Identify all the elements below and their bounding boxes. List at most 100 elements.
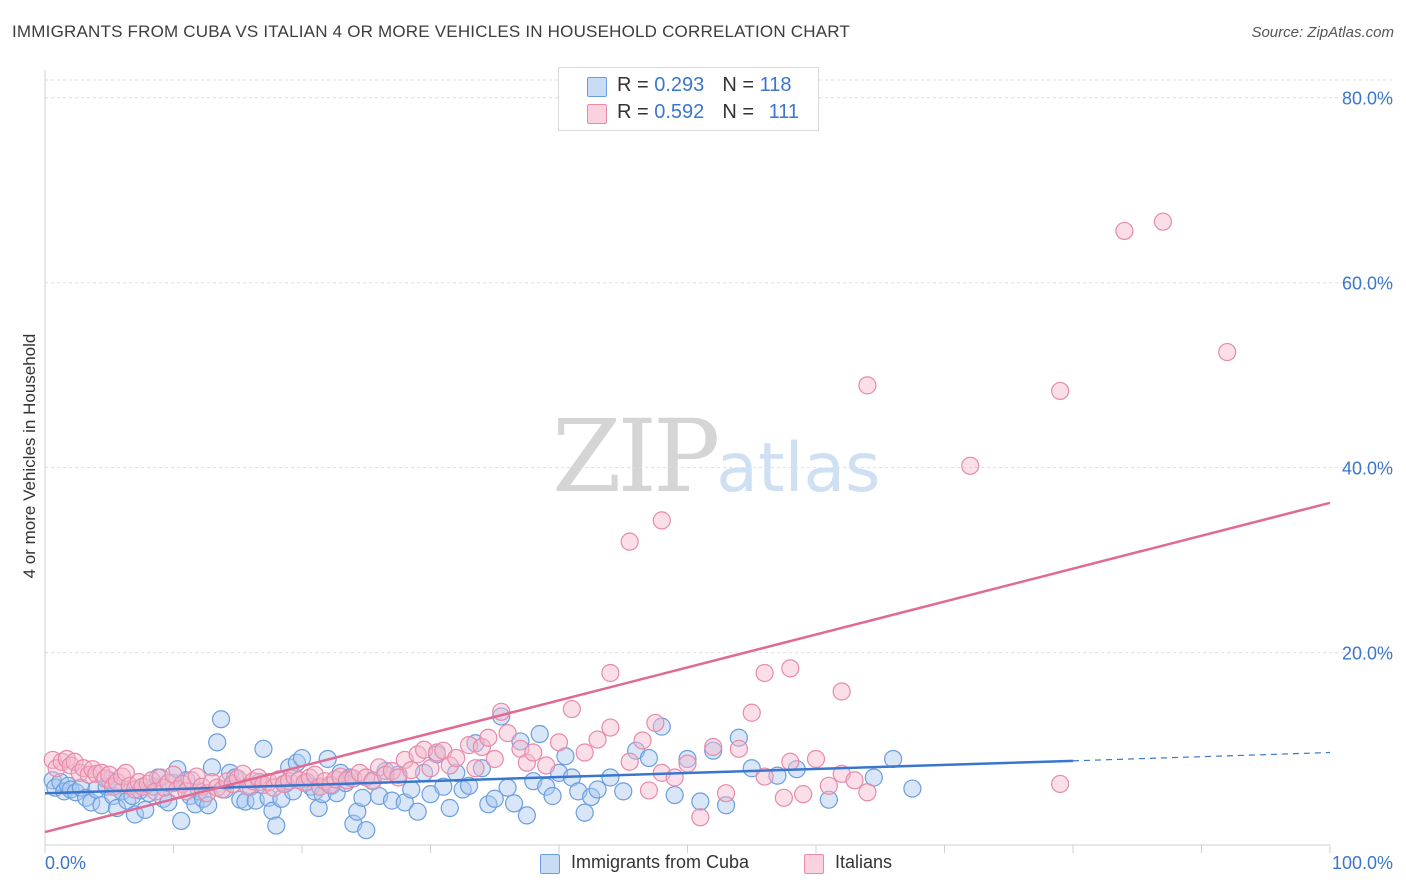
legend-r-label: R = bbox=[617, 101, 655, 123]
italians-point bbox=[742, 703, 761, 722]
cuba-point bbox=[819, 790, 838, 809]
cuba-point bbox=[211, 710, 231, 729]
legend-r-value-italians: 0.592 bbox=[654, 101, 705, 123]
cuba-point bbox=[665, 785, 684, 805]
source-credit: Source: ZipAtlas.com bbox=[1251, 24, 1394, 41]
trend-line-cuba-extrapolated bbox=[1072, 751, 1331, 762]
italians-point bbox=[639, 781, 659, 800]
cuba-point bbox=[172, 811, 191, 831]
cuba-point bbox=[263, 801, 282, 820]
italians-point bbox=[794, 785, 813, 804]
italians-point bbox=[819, 776, 838, 795]
italians-point bbox=[961, 456, 980, 475]
italians-point bbox=[633, 731, 652, 750]
italians-point bbox=[601, 718, 620, 737]
cuba-point bbox=[883, 749, 903, 769]
italians-point bbox=[479, 728, 498, 747]
cuba-point bbox=[254, 739, 273, 758]
x-tick-label: 100.0% bbox=[1332, 853, 1393, 873]
y-tick-label: 80.0% bbox=[1342, 89, 1393, 109]
italians-point bbox=[202, 773, 222, 792]
italians-point bbox=[498, 723, 517, 743]
italians-point bbox=[575, 743, 594, 762]
cuba-point bbox=[472, 759, 491, 778]
legend-n-label: N = bbox=[722, 101, 760, 123]
cuba-point bbox=[348, 802, 367, 821]
italians-point bbox=[716, 784, 736, 803]
italians-point bbox=[652, 511, 671, 530]
italians-point bbox=[678, 754, 697, 773]
axes bbox=[44, 70, 1331, 853]
legend-r-value-cuba: 0.293 bbox=[654, 74, 705, 96]
zipatlas-watermark: ZIPatlas bbox=[552, 398, 881, 515]
italians-point bbox=[704, 737, 723, 757]
cuba-point bbox=[691, 792, 710, 811]
legend-r-label: R = bbox=[617, 74, 655, 96]
bottom-legend-swatch-italians bbox=[804, 854, 824, 874]
italians-point bbox=[305, 765, 324, 784]
cuba-point bbox=[575, 803, 594, 822]
legend-swatch-cuba bbox=[587, 77, 607, 97]
italians-point bbox=[781, 659, 800, 678]
legend-n-value-italians: 111 bbox=[768, 101, 799, 123]
grid-lines bbox=[45, 79, 1393, 654]
legend-n-label: N = bbox=[722, 74, 760, 96]
cuba-point bbox=[402, 780, 421, 799]
cuba-point bbox=[588, 780, 607, 799]
italians-point bbox=[485, 749, 504, 769]
y-tick-label: 20.0% bbox=[1342, 644, 1393, 664]
italians-point bbox=[806, 749, 826, 769]
chart-title: IMMIGRANTS FROM CUBA VS ITALIAN 4 OR MOR… bbox=[12, 22, 850, 41]
cuba-point bbox=[208, 733, 227, 752]
italians-point bbox=[472, 737, 491, 757]
italians-point bbox=[402, 760, 421, 780]
italians-point bbox=[1218, 342, 1237, 362]
cuba-point bbox=[357, 821, 376, 840]
italians-point bbox=[447, 748, 466, 768]
trend-line-italians bbox=[44, 501, 1331, 834]
italians-point bbox=[665, 768, 684, 787]
cuba-point bbox=[601, 768, 620, 787]
cuba-point bbox=[485, 789, 504, 808]
italians-point bbox=[729, 739, 749, 758]
y-tick-label: 60.0% bbox=[1342, 274, 1393, 294]
series-italians-points bbox=[43, 212, 1237, 827]
italians-point bbox=[774, 788, 793, 807]
bottom-legend-swatch-cuba bbox=[540, 854, 560, 874]
italians-point bbox=[1051, 381, 1070, 401]
cuba-point bbox=[408, 802, 427, 821]
cuba-point bbox=[530, 724, 549, 744]
cuba-point bbox=[309, 798, 328, 818]
italians-point bbox=[845, 771, 864, 790]
italians-point bbox=[421, 759, 440, 778]
cuba-point bbox=[267, 816, 286, 835]
bottom-legend-label-cuba: Immigrants from Cuba bbox=[571, 852, 750, 872]
italians-point bbox=[87, 764, 106, 783]
italians-point bbox=[646, 713, 665, 733]
italians-point bbox=[52, 752, 71, 771]
italians-point bbox=[517, 753, 536, 772]
italians-point bbox=[588, 730, 607, 749]
bottom-legend-label-italians: Italians bbox=[835, 852, 893, 872]
italians-point bbox=[1153, 212, 1173, 231]
italians-point bbox=[440, 756, 459, 775]
cuba-point bbox=[498, 778, 517, 797]
cuba-point bbox=[903, 779, 922, 798]
italians-point bbox=[1051, 774, 1070, 794]
cuba-point bbox=[353, 788, 372, 807]
cuba-point bbox=[678, 749, 697, 769]
watermark-zip: ZIP bbox=[552, 398, 720, 515]
italians-point bbox=[858, 783, 877, 802]
cuba-point bbox=[517, 806, 536, 825]
cuba-point bbox=[202, 758, 222, 777]
italians-point bbox=[832, 682, 851, 701]
cuba-point bbox=[742, 759, 761, 778]
italians-point bbox=[466, 759, 485, 778]
italians-point bbox=[549, 733, 569, 752]
italians-point bbox=[858, 376, 877, 395]
cuba-point bbox=[434, 777, 453, 796]
tick-labels: 20.0% 40.0% 60.0% 80.0% 0.0% 100.0% bbox=[45, 89, 1393, 873]
watermark-atlas: atlas bbox=[716, 429, 881, 508]
italians-point bbox=[620, 532, 639, 551]
cuba-point bbox=[614, 782, 633, 801]
